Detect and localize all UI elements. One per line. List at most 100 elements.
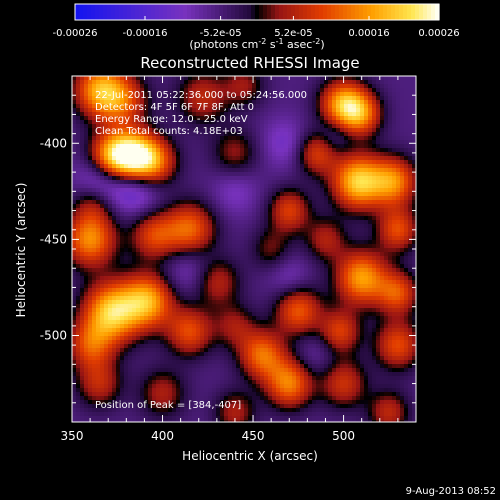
heatmap-cell xyxy=(152,276,157,281)
heatmap-cell xyxy=(292,168,297,173)
heatmap-cell xyxy=(288,192,293,197)
heatmap-cell xyxy=(104,108,109,113)
heatmap-cell xyxy=(392,100,397,105)
heatmap-cell xyxy=(396,136,401,141)
heatmap-cell xyxy=(396,256,401,261)
heatmap-cell xyxy=(256,196,261,201)
heatmap-cell xyxy=(72,220,77,225)
heatmap-cell xyxy=(328,252,333,257)
heatmap-cell xyxy=(408,88,413,93)
heatmap-cell xyxy=(360,280,365,285)
heatmap-cell xyxy=(244,124,249,129)
heatmap-cell xyxy=(332,140,337,145)
heatmap-cell xyxy=(140,228,145,233)
heatmap-cell xyxy=(348,148,353,153)
heatmap-cell xyxy=(96,216,101,221)
heatmap-cell xyxy=(300,180,305,185)
heatmap-cell xyxy=(168,188,173,193)
heatmap-cell xyxy=(368,296,373,301)
heatmap-cell xyxy=(364,172,369,177)
heatmap-cell xyxy=(340,260,345,265)
heatmap-cell xyxy=(148,220,153,225)
heatmap-cell xyxy=(276,196,281,201)
heatmap-cell xyxy=(152,160,157,165)
heatmap-cell xyxy=(180,208,185,213)
heatmap-cell xyxy=(148,136,153,141)
heatmap-cell xyxy=(92,224,97,229)
heatmap-cell xyxy=(184,160,189,165)
heatmap-cell xyxy=(84,284,89,289)
heatmap-cell xyxy=(172,208,177,213)
heatmap-cell xyxy=(352,172,357,177)
heatmap-cell xyxy=(116,236,121,241)
heatmap-cell xyxy=(156,284,161,289)
heatmap-cell xyxy=(412,96,416,101)
heatmap-cell xyxy=(76,132,81,137)
heatmap-cell xyxy=(260,176,265,181)
heatmap-cell xyxy=(408,172,413,177)
heatmap-cell xyxy=(248,84,253,89)
heatmap-cell xyxy=(384,140,389,145)
heatmap-cell xyxy=(228,168,233,173)
heatmap-cell xyxy=(380,232,385,237)
heatmap-cell xyxy=(112,184,117,189)
heatmap-cell xyxy=(364,296,369,301)
heatmap-cell xyxy=(228,124,233,129)
heatmap-cell xyxy=(316,156,321,161)
heatmap-cell xyxy=(220,192,225,197)
heatmap-cell xyxy=(104,256,109,261)
heatmap-cell xyxy=(200,164,205,169)
heatmap-cell xyxy=(288,144,293,149)
heatmap-cell xyxy=(148,264,153,269)
heatmap-cell xyxy=(320,264,325,269)
heatmap-cell xyxy=(72,144,77,149)
heatmap-cell xyxy=(336,284,341,289)
heatmap-cell xyxy=(128,80,133,85)
heatmap-cell xyxy=(328,172,333,177)
heatmap-cell xyxy=(192,144,197,149)
heatmap-cell xyxy=(312,244,317,249)
heatmap-cell xyxy=(176,172,181,177)
heatmap-cell xyxy=(76,168,81,173)
heatmap-cell xyxy=(180,144,185,149)
heatmap-cell xyxy=(400,76,405,81)
heatmap-cell xyxy=(192,92,197,97)
heatmap-cell xyxy=(368,256,373,261)
heatmap-cell xyxy=(316,164,321,169)
heatmap-cell xyxy=(344,264,349,269)
heatmap-cell xyxy=(128,280,133,285)
heatmap-cell xyxy=(120,236,125,241)
heatmap-cell xyxy=(396,108,401,113)
heatmap-cell xyxy=(356,128,361,133)
heatmap-cell xyxy=(388,236,393,241)
heatmap-cell xyxy=(192,100,197,105)
heatmap-cell xyxy=(404,92,409,97)
heatmap-cell xyxy=(200,136,205,141)
heatmap-cell xyxy=(92,232,97,237)
heatmap-cell xyxy=(172,188,177,193)
heatmap-cell xyxy=(272,100,277,105)
heatmap-cell xyxy=(180,168,185,173)
heatmap-cell xyxy=(196,216,201,221)
heatmap-cell xyxy=(212,264,217,269)
heatmap-cell xyxy=(244,132,249,137)
heatmap-cell xyxy=(120,268,125,273)
heatmap-cell xyxy=(308,92,313,97)
colorbar-cell xyxy=(143,4,148,20)
heatmap-cell xyxy=(400,104,405,109)
heatmap-cell xyxy=(144,268,149,273)
heatmap-cell xyxy=(108,192,113,197)
heatmap-cell xyxy=(92,180,97,185)
heatmap-cell xyxy=(292,200,297,205)
heatmap-cell xyxy=(184,220,189,225)
heatmap-cell xyxy=(164,168,169,173)
heatmap-cell xyxy=(188,92,193,97)
heatmap-cell xyxy=(196,144,201,149)
heatmap-cell xyxy=(132,128,137,133)
heatmap-cell xyxy=(332,116,337,121)
heatmap-cell xyxy=(240,148,245,153)
heatmap-cell xyxy=(96,164,101,169)
heatmap-cell xyxy=(136,244,141,249)
heatmap-cell xyxy=(268,240,273,245)
heatmap-cell xyxy=(240,256,245,261)
